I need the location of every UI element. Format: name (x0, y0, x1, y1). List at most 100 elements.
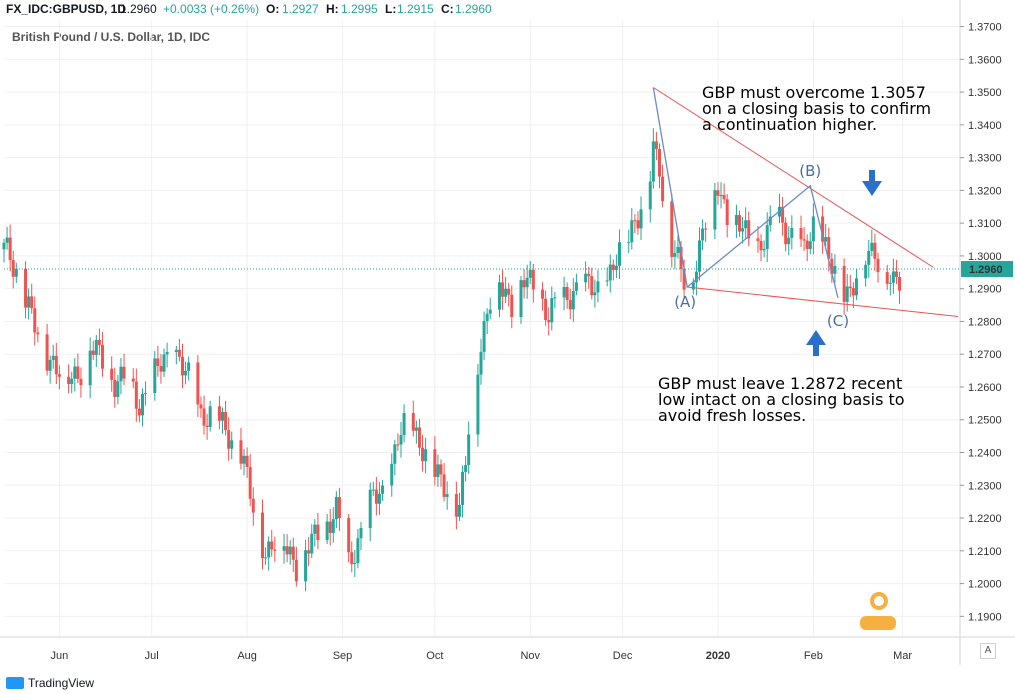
candle-body (898, 276, 902, 291)
candle-body (676, 246, 680, 254)
candle-body (304, 550, 308, 582)
candle-body (248, 467, 252, 499)
candle-body (331, 519, 335, 533)
candle-body (876, 258, 880, 273)
candle-body (371, 489, 375, 491)
candle-body (390, 463, 394, 486)
candle-body (682, 268, 686, 290)
candle-body (811, 216, 815, 242)
candle-body (334, 497, 338, 520)
candle-body (368, 489, 372, 529)
candle-body (799, 228, 803, 240)
candle-body (88, 350, 92, 386)
open-value: 1.2927 (282, 2, 319, 16)
header-bar: FX_IDC:GBPUSD, 1D 1.2960 +0.0033 (+0.26%… (0, 0, 960, 17)
last-price-label: 1.2960 (969, 264, 1003, 276)
y-tick-label: 1.3100 (968, 218, 1002, 230)
events-icon[interactable] (860, 592, 896, 630)
candle-body (802, 239, 806, 241)
x-tick-label: 2020 (706, 650, 730, 662)
candle-body (33, 308, 37, 333)
candle-body (79, 378, 83, 386)
high-value: 1.2995 (341, 2, 378, 16)
candle-body (224, 412, 228, 431)
x-tick-label: Sep (333, 650, 353, 662)
candle-body (180, 356, 184, 376)
candle-body (531, 270, 535, 290)
symbol-label[interactable]: FX_IDC:GBPUSD, 1D (6, 2, 127, 16)
open-label: O: (266, 2, 280, 16)
candle-body (393, 444, 397, 464)
auto-scale-button[interactable]: A (980, 643, 996, 659)
candle-body (436, 464, 440, 477)
candle-body (544, 298, 548, 321)
candle-body (350, 552, 354, 565)
candle-body (8, 237, 12, 261)
candle-body (70, 378, 74, 385)
candle-body (162, 354, 166, 372)
candle-body (574, 282, 578, 292)
y-tick-label: 1.2000 (968, 579, 1002, 591)
y-tick-label: 1.3700 (968, 22, 1002, 34)
candle-body (501, 282, 505, 297)
candle-body (830, 258, 834, 274)
candle-body (725, 199, 729, 226)
candle-body (76, 366, 80, 379)
candle-body (571, 291, 575, 310)
y-tick-label: 1.2900 (968, 284, 1002, 296)
candle-body (445, 494, 449, 497)
candle-body (205, 425, 209, 427)
candle-body (242, 455, 246, 464)
candle-body (630, 220, 634, 243)
candle-body (627, 242, 631, 244)
candle-body (593, 292, 597, 296)
candle-body (744, 220, 748, 229)
x-tick-label: Mar (893, 650, 912, 662)
change-value: +0.0033 (+0.26%) (163, 2, 260, 16)
candle-body (614, 265, 618, 271)
candle-body (639, 209, 643, 229)
candle-body (670, 201, 674, 257)
high-label: H: (326, 2, 339, 16)
y-tick-label: 1.2700 (968, 349, 1002, 361)
candle-body (701, 228, 705, 241)
candle-body (227, 430, 231, 449)
candle-body (824, 237, 828, 242)
annotation-line-2: on a closing basis to confirm (702, 99, 931, 118)
candle-body (45, 334, 49, 371)
low-label: L: (385, 2, 397, 16)
close-label: C: (441, 2, 454, 16)
x-tick-label: Jun (51, 650, 69, 662)
candle-body (174, 349, 178, 353)
candle-body (553, 297, 557, 299)
candle-body (310, 533, 314, 554)
candle-body (264, 557, 268, 559)
candle-body (184, 370, 188, 376)
candle-body (273, 549, 277, 551)
candle-body (787, 237, 791, 245)
candle-body (747, 220, 751, 239)
y-tick-label: 1.2300 (968, 480, 1002, 492)
candle-body (417, 427, 421, 448)
plot-background (0, 17, 960, 637)
candle-body (421, 447, 425, 462)
candle-body (768, 216, 772, 226)
candle-body (587, 273, 591, 277)
candle-body (122, 366, 126, 379)
x-tick-label: Nov (520, 650, 540, 662)
candle-body (590, 276, 594, 296)
candles (2, 128, 902, 592)
candle-body (605, 280, 609, 282)
candle-body (596, 281, 600, 293)
candle-body (504, 288, 508, 297)
tradingview-logo[interactable]: TradingView (6, 676, 94, 690)
candle-body (165, 352, 169, 355)
y-tick-label: 1.2500 (968, 415, 1002, 427)
candle-body (359, 528, 363, 539)
annotation-line-5: low intact on a closing basis to (658, 390, 905, 409)
candle-body (202, 408, 206, 426)
candle-body (337, 497, 341, 519)
time-axis: Jun Jul Aug Sep Oct Nov Dec 2020 Feb Mar (0, 636, 1015, 662)
wave-point-label: (A) (674, 293, 696, 311)
